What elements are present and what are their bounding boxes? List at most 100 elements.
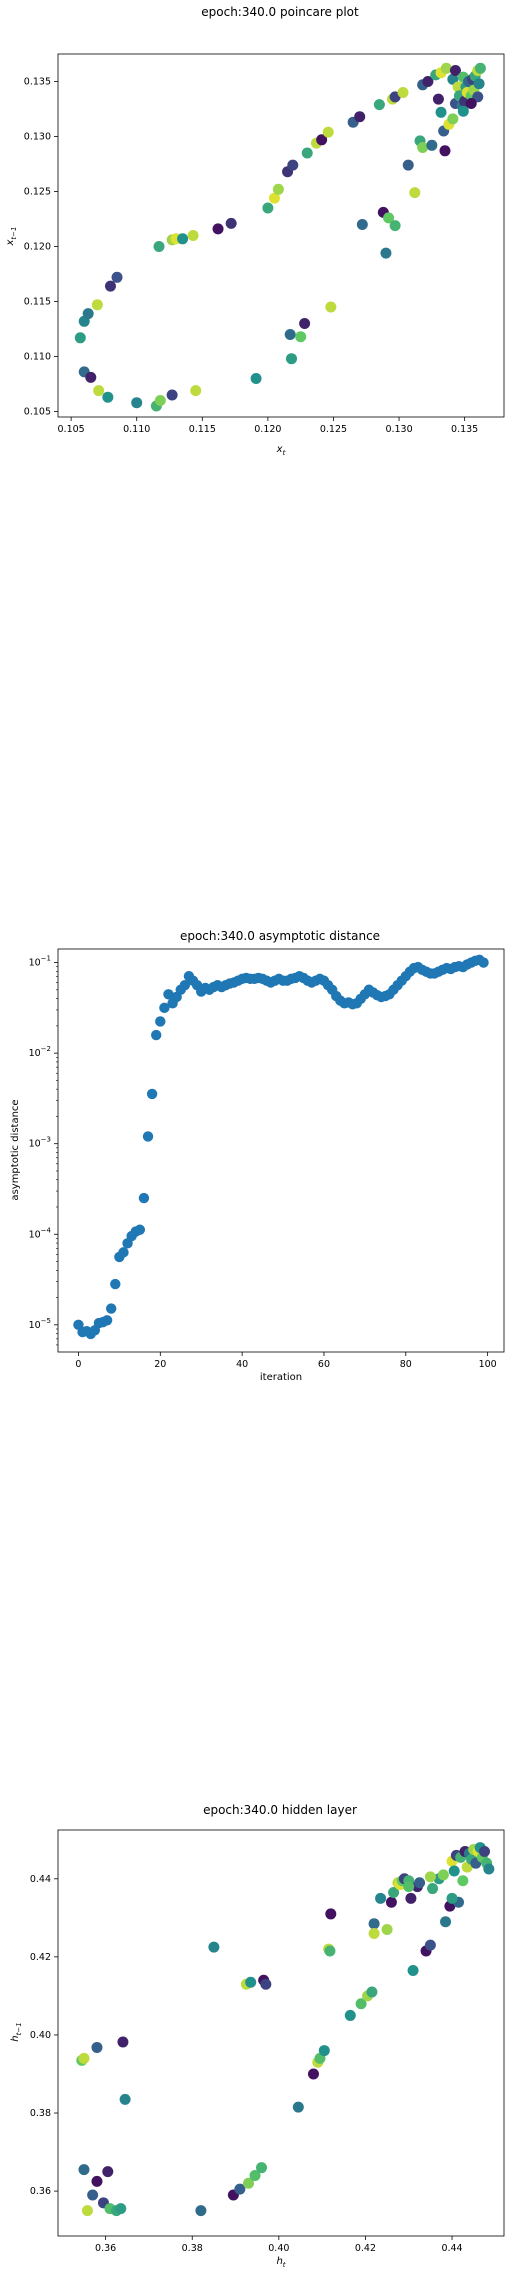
plot-frame [57,53,505,418]
data-point [457,105,469,117]
data-point [85,371,97,383]
data-point [138,1192,150,1204]
data-point [473,78,485,90]
data-point [78,2164,90,2176]
y-tick-label: 0.38 [30,2108,51,2119]
data-point [322,126,334,138]
asymptotic-distance-chart: epoch:340.0 asymptotic distance 0 20 40 60 8… [10,929,505,1383]
x-axis-label: ht [276,2256,285,2269]
data-point [447,113,459,125]
y-tick-label: 0.44 [30,1874,51,1885]
data-point [409,187,421,199]
data-point [262,202,274,214]
y-tick-label: 0.125 [24,187,51,198]
x-axis-ticks: 0.105 0.110 0.115 0.120 0.125 0.130 0.135 [58,417,478,435]
data-point [427,1883,439,1895]
data-point [373,99,385,111]
data-point [212,223,224,235]
data-point [465,98,477,109]
y-axis-ticks: 10−510−410−310−210−1 [29,955,58,1346]
data-point [117,2036,129,2048]
y-axis-label: asymptotic distance [10,1099,21,1200]
data-point [82,308,94,320]
poincare-plot-chart: epoch:340.0 poincare plot 0.105 0.110 0.11… [5,5,505,457]
data-point [402,159,414,171]
data-point [250,373,262,384]
data-point [195,2205,207,2217]
data-point [368,1927,380,1939]
scatter-points [74,62,486,412]
data-point [272,183,284,195]
data-point [301,147,313,159]
data-point [163,989,174,1000]
data-point [159,1002,170,1014]
plot-frame [57,1829,505,2237]
data-point [383,212,395,224]
data-point [452,81,464,93]
data-point [479,1845,491,1857]
data-point [448,1865,460,1877]
data-point [292,2101,304,2113]
data-point [344,2009,356,2021]
x-tick-label: 0.36 [95,2243,116,2254]
data-point [307,2068,319,2080]
x-tick-label: 40 [236,1359,248,1370]
data-point [354,111,366,123]
y-tick-base: 10 [29,1320,41,1331]
x-tick-label: 0.115 [189,424,216,435]
data-point [190,385,202,397]
hidden-layer-chart: epoch:340.0 hidden layer 0.36 0.38 0.40 0.4… [10,1803,505,2269]
data-point [388,1886,400,1898]
x-tick-label: 60 [318,1359,330,1370]
y-tick-label: 0.115 [24,297,51,308]
data-point [285,353,297,365]
data-point [457,1875,469,1887]
data-point [368,1918,380,1930]
x-axis-label: iteration [260,1372,302,1383]
data-point [153,241,165,252]
data-point [118,1247,129,1258]
data-point [446,1892,458,1904]
y-tick-label: 10−4 [29,1226,52,1240]
data-point [318,2045,330,2057]
data-point [287,159,299,171]
data-point [91,2175,103,2187]
x-tick-label: 0.42 [355,2243,376,2254]
data-point [134,1224,146,1235]
data-point [478,957,489,968]
x-axis-ticks: 0.36 0.38 0.40 0.42 0.44 [95,2236,463,2254]
data-point [208,1941,220,1953]
data-point [102,391,114,403]
data-point [151,1029,162,1041]
data-point [422,76,434,87]
y-tick-label: 10−2 [29,1045,51,1059]
data-point [87,2189,99,2201]
x-tick-label: 100 [479,1359,497,1370]
y-tick-label: 0.135 [24,77,51,88]
data-point [268,192,280,204]
data-point [299,318,311,329]
x-tick-label: 0 [75,1359,81,1370]
x-axis-ticks: 0 20 40 60 80 100 [75,1352,497,1370]
data-point [101,1315,113,1326]
x-tick-label: 0.105 [58,424,85,435]
data-point [146,1088,158,1100]
x-tick-label: 0.135 [451,424,478,435]
data-point [105,1303,117,1314]
x-tick-label: 0.130 [385,424,412,435]
data-point [102,2166,114,2178]
y-tick-exponent: −4 [41,1226,52,1234]
y-tick-exponent: −1 [41,955,51,963]
y-tick-base: 10 [29,1139,41,1150]
data-point [385,1896,397,1908]
y-tick-exponent: −3 [41,1136,51,1144]
chart-title: epoch:340.0 asymptotic distance [180,929,380,943]
chart-title: epoch:340.0 hidden layer [203,1803,357,1817]
data-point [256,2162,268,2174]
x-tick-label: 0.120 [254,424,281,435]
y-axis-label: xt−1 [5,227,18,247]
data-point [110,1278,121,1290]
y-tick-label: 0.36 [30,2186,51,2197]
y-tick-label: 10−5 [29,1317,51,1331]
data-point [177,233,189,245]
